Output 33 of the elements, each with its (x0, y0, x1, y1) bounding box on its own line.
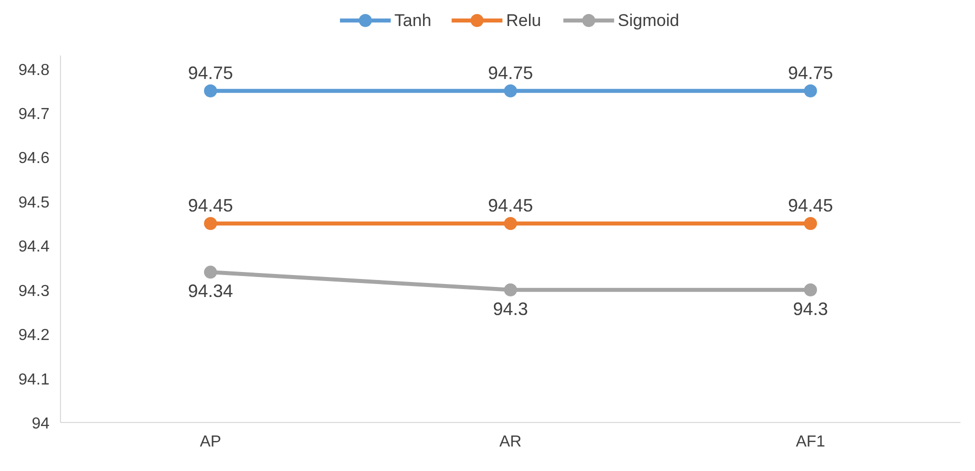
x-tick-label: AF1 (796, 434, 826, 450)
point (204, 266, 217, 279)
y-tick-label: 94.7 (18, 106, 50, 123)
point (804, 217, 817, 230)
point (204, 84, 217, 98)
y-tick-label: 94.1 (18, 371, 50, 388)
point (804, 84, 817, 98)
data-label: 94.45 (788, 196, 834, 216)
point (804, 283, 817, 296)
legend-label: Tanh (394, 11, 432, 30)
data-label: 94.45 (188, 196, 234, 216)
y-tick-label: 94.4 (18, 238, 50, 256)
y-tick-label: 94.8 (18, 62, 50, 79)
point (504, 217, 517, 230)
point (204, 217, 217, 230)
data-label: 94.3 (492, 298, 528, 319)
legend-label: Sigmoid (618, 11, 680, 30)
data-label: 94.75 (188, 62, 234, 83)
y-tick-label: 94.6 (18, 150, 50, 168)
y-tick-label: 94.5 (18, 194, 50, 212)
data-label: 94.75 (788, 62, 834, 83)
data-label: 94.45 (488, 196, 534, 216)
y-tick-label: 94 (32, 416, 50, 432)
x-tick-label: AP (200, 434, 222, 450)
y-tick-label: 94.2 (18, 327, 50, 344)
point (504, 283, 517, 296)
x-tick-label: AR (499, 434, 522, 450)
data-label: 94.3 (792, 298, 828, 319)
y-tick-label: 94.3 (18, 282, 50, 300)
legend-label: Relu (506, 11, 542, 30)
point (504, 84, 517, 98)
data-label: 94.75 (488, 62, 534, 83)
data-label: 94.34 (188, 281, 234, 302)
